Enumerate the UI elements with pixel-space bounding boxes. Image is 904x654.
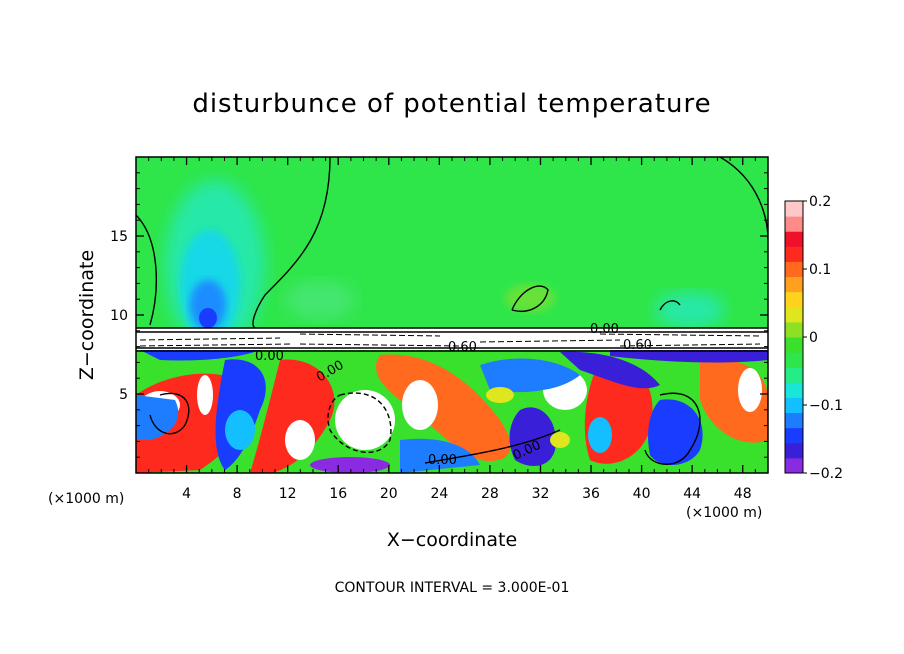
contour-lines: [136, 157, 768, 465]
inversion-hatch: [139, 333, 761, 347]
colorbar-tick-label-1: 0.1: [809, 262, 831, 278]
x-tick-label-2: 12: [279, 486, 297, 502]
contour-lower-1: [424, 429, 561, 464]
eddy-cold-8: [140, 350, 260, 361]
x-unit-left: (×1000 m): [48, 491, 124, 507]
contour-label-4: 0.00: [590, 322, 619, 337]
contour-label-0: 0.00: [255, 349, 284, 364]
colorbar-swatch-15: [785, 231, 803, 247]
yellow-patch-1: [486, 387, 514, 403]
colorbar-swatch-3: [785, 412, 803, 429]
colorbar-swatch-5: [785, 382, 803, 398]
colorbar-swatch-10: [785, 306, 803, 323]
cyan-patch-2: [588, 417, 612, 453]
eddy-cold-6: [648, 399, 703, 466]
y-axis: 5 10 15: [110, 172, 768, 458]
cyan-patch-1: [225, 410, 255, 450]
upper-patch-a: [285, 280, 355, 320]
x-tick-label-10: 44: [683, 486, 701, 502]
contour-interval: CONTOUR INTERVAL = 3.000E-01: [335, 580, 570, 596]
inversion-band: [136, 328, 768, 350]
colorbar-tick-label-3: −0.1: [809, 398, 843, 414]
eddy-cold-4: [560, 351, 660, 389]
chart-title: disturbunce of potential temperature: [192, 89, 711, 119]
x-tick-label-7: 32: [532, 486, 550, 502]
x-tick-label-4: 20: [380, 486, 398, 502]
colorbar-tick-label-4: −0.2: [809, 466, 843, 482]
colorbar-swatch-12: [785, 276, 803, 293]
contour-lower-2: [327, 392, 392, 454]
contour-lower-3: [644, 392, 701, 465]
y-tick-label-1: 10: [110, 308, 128, 324]
x-tick-label-0: 4: [182, 486, 191, 502]
colorbar-swatch-1: [785, 442, 803, 459]
white-core-3: [402, 380, 438, 430]
eddy-cold-7: [400, 438, 480, 473]
y-axis-label: Z−coordinate: [76, 250, 98, 380]
colorbar-tick-label-2: 0: [809, 330, 818, 346]
white-core-5: [285, 420, 315, 460]
x-unit-right: (×1000 m): [686, 505, 762, 521]
x-tick-label-1: 8: [233, 486, 242, 502]
y-tick-label-0: 5: [119, 387, 128, 403]
x-tick-label-6: 28: [481, 486, 499, 502]
contour-lower-4: [149, 392, 190, 435]
colorbar-swatch-17: [785, 201, 803, 217]
colorbar-swatch-4: [785, 397, 803, 414]
colorbar-swatch-6: [785, 367, 803, 383]
contour-bump: [511, 285, 549, 312]
colorbar-swatch-8: [785, 337, 803, 353]
eddy-warm-3: [376, 354, 511, 461]
x-tick-label-9: 40: [633, 486, 651, 502]
contour-label-2: 0.00: [428, 453, 457, 468]
colorbar-swatch-0: [785, 457, 803, 474]
white-core-2: [335, 390, 395, 450]
contour-small-1: [659, 300, 681, 311]
colorbar-swatch-11: [785, 291, 803, 308]
x-tick-label-8: 36: [582, 486, 600, 502]
colorbar-swatch-14: [785, 246, 803, 262]
plot-area: 0.00 0.00 0.00 0.00 0.00 0.60 0.60: [136, 157, 768, 473]
eddy-cold-9: [610, 350, 768, 363]
contour-label-5: 0.60: [448, 340, 477, 355]
contour-upper-left: [136, 214, 157, 326]
contour-label-6: 0.60: [623, 338, 652, 353]
yellow-patch-2: [550, 432, 570, 448]
plume-core-deep: [199, 308, 217, 328]
upper-patch-c: [655, 292, 725, 328]
white-core-7: [197, 375, 213, 415]
colorbar-swatch-9: [785, 321, 803, 338]
turbulent-layer: [136, 328, 768, 473]
upper-patch-b: [505, 284, 555, 312]
eddy-cold-2: [136, 395, 179, 440]
colorbar-tick-label-0: 0.2: [809, 194, 831, 210]
x-tick-label-3: 16: [329, 486, 347, 502]
y-tick-label-2: 15: [110, 229, 128, 245]
contour-plume: [252, 157, 331, 329]
x-axis: 4 8 12 16 20 24 28 32 36 40 44 48: [148, 157, 756, 502]
x-axis-label: X−coordinate: [387, 529, 517, 551]
eddy-cold-5: [509, 407, 556, 466]
colorbar-swatch-7: [785, 352, 803, 368]
colorbar-swatch-2: [785, 427, 803, 444]
white-core-6: [738, 368, 762, 412]
eddy-cold-3: [480, 358, 580, 393]
colorbar: 0.2 0.1 0 −0.1 −0.2: [784, 194, 843, 482]
x-tick-label-5: 24: [430, 486, 448, 502]
colorbar-swatch-16: [785, 216, 803, 232]
x-tick-label-11: 48: [734, 486, 752, 502]
colorbar-swatch-13: [785, 261, 803, 278]
purple-patch-1: [310, 457, 390, 473]
plume-core: [190, 280, 226, 330]
